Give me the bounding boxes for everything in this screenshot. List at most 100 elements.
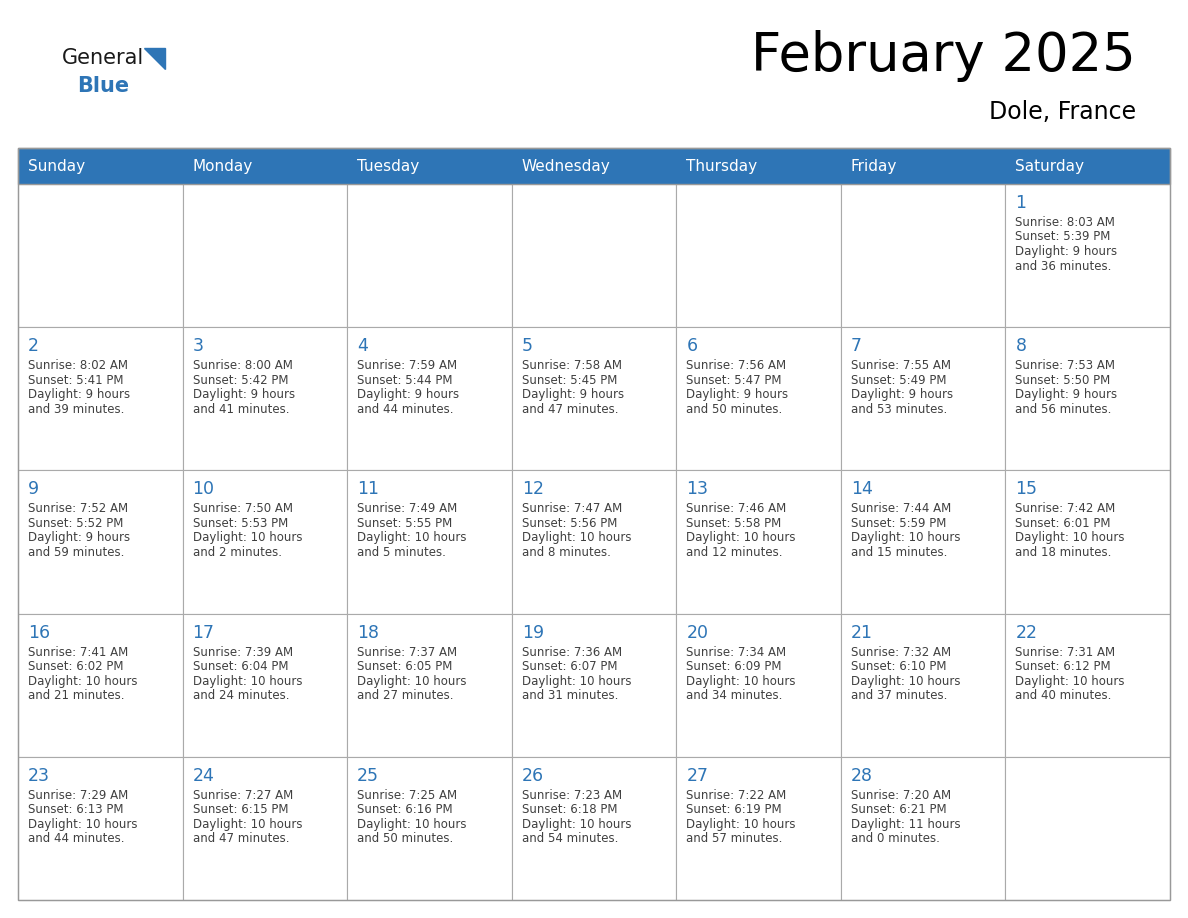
Text: and 40 minutes.: and 40 minutes. (1016, 689, 1112, 702)
Text: Daylight: 10 hours: Daylight: 10 hours (522, 818, 631, 831)
Text: Sunset: 5:44 PM: Sunset: 5:44 PM (358, 374, 453, 386)
Text: 1: 1 (1016, 194, 1026, 212)
Text: Sunset: 5:58 PM: Sunset: 5:58 PM (687, 517, 782, 530)
Bar (347, 470, 512, 613)
Bar (183, 613, 347, 756)
Text: Sunset: 6:15 PM: Sunset: 6:15 PM (192, 803, 287, 816)
Text: 26: 26 (522, 767, 544, 785)
Text: 17: 17 (192, 623, 215, 642)
Text: Sunrise: 8:03 AM: Sunrise: 8:03 AM (1016, 216, 1116, 229)
Text: 14: 14 (851, 480, 873, 498)
Bar (676, 184, 841, 327)
Text: 23: 23 (29, 767, 50, 785)
Text: and 53 minutes.: and 53 minutes. (851, 403, 947, 416)
Text: Sunrise: 7:56 AM: Sunrise: 7:56 AM (687, 359, 786, 372)
Bar (841, 613, 1005, 756)
Bar (18, 613, 183, 756)
Bar (1005, 327, 1170, 470)
Text: Sunrise: 7:55 AM: Sunrise: 7:55 AM (851, 359, 950, 372)
Text: Sunset: 5:50 PM: Sunset: 5:50 PM (1016, 374, 1111, 386)
Text: 22: 22 (1016, 623, 1037, 642)
Text: 19: 19 (522, 623, 544, 642)
Text: Sunrise: 7:27 AM: Sunrise: 7:27 AM (192, 789, 292, 801)
Text: 20: 20 (687, 623, 708, 642)
Text: Sunset: 5:59 PM: Sunset: 5:59 PM (851, 517, 946, 530)
Text: 6: 6 (687, 337, 697, 355)
Text: 5: 5 (522, 337, 532, 355)
Bar (841, 327, 1005, 470)
Text: Sunrise: 7:20 AM: Sunrise: 7:20 AM (851, 789, 950, 801)
Text: Sunset: 6:10 PM: Sunset: 6:10 PM (851, 660, 947, 673)
Text: Sunset: 6:19 PM: Sunset: 6:19 PM (687, 803, 782, 816)
Text: Sunset: 6:01 PM: Sunset: 6:01 PM (1016, 517, 1111, 530)
Text: 10: 10 (192, 480, 215, 498)
Text: Sunrise: 7:59 AM: Sunrise: 7:59 AM (358, 359, 457, 372)
Text: Sunrise: 7:32 AM: Sunrise: 7:32 AM (851, 645, 950, 658)
Text: 8: 8 (1016, 337, 1026, 355)
Text: February 2025: February 2025 (751, 30, 1136, 82)
Text: Sunset: 6:05 PM: Sunset: 6:05 PM (358, 660, 453, 673)
Bar (183, 470, 347, 613)
Text: Sunrise: 7:39 AM: Sunrise: 7:39 AM (192, 645, 292, 658)
Text: and 8 minutes.: and 8 minutes. (522, 546, 611, 559)
Text: Daylight: 10 hours: Daylight: 10 hours (522, 532, 631, 544)
Text: Daylight: 10 hours: Daylight: 10 hours (358, 818, 467, 831)
Text: Sunrise: 7:58 AM: Sunrise: 7:58 AM (522, 359, 621, 372)
Text: Sunset: 6:07 PM: Sunset: 6:07 PM (522, 660, 618, 673)
Text: 12: 12 (522, 480, 544, 498)
Bar (347, 184, 512, 327)
Bar (841, 148, 1005, 184)
Text: Sunrise: 7:42 AM: Sunrise: 7:42 AM (1016, 502, 1116, 515)
Text: and 12 minutes.: and 12 minutes. (687, 546, 783, 559)
Text: and 57 minutes.: and 57 minutes. (687, 833, 783, 845)
Bar (18, 327, 183, 470)
Text: Sunrise: 7:53 AM: Sunrise: 7:53 AM (1016, 359, 1116, 372)
Text: Sunrise: 7:50 AM: Sunrise: 7:50 AM (192, 502, 292, 515)
Bar (676, 613, 841, 756)
Text: Sunrise: 7:29 AM: Sunrise: 7:29 AM (29, 789, 128, 801)
Text: Sunrise: 7:49 AM: Sunrise: 7:49 AM (358, 502, 457, 515)
Bar (18, 148, 183, 184)
Text: Sunrise: 7:47 AM: Sunrise: 7:47 AM (522, 502, 623, 515)
Text: Saturday: Saturday (1016, 159, 1085, 174)
Text: Sunrise: 7:25 AM: Sunrise: 7:25 AM (358, 789, 457, 801)
Text: Daylight: 10 hours: Daylight: 10 hours (192, 675, 302, 688)
Bar (1005, 613, 1170, 756)
Text: Dole, France: Dole, France (988, 100, 1136, 124)
Text: Sunrise: 7:36 AM: Sunrise: 7:36 AM (522, 645, 621, 658)
Text: 21: 21 (851, 623, 873, 642)
Bar (512, 148, 676, 184)
Text: 11: 11 (358, 480, 379, 498)
Bar (1005, 756, 1170, 900)
Text: Blue: Blue (77, 76, 129, 96)
Text: and 27 minutes.: and 27 minutes. (358, 689, 454, 702)
Bar (512, 470, 676, 613)
Bar (18, 148, 1170, 900)
Text: Daylight: 10 hours: Daylight: 10 hours (1016, 532, 1125, 544)
Text: and 56 minutes.: and 56 minutes. (1016, 403, 1112, 416)
Text: Sunrise: 7:23 AM: Sunrise: 7:23 AM (522, 789, 621, 801)
Text: Daylight: 9 hours: Daylight: 9 hours (1016, 388, 1118, 401)
Text: and 24 minutes.: and 24 minutes. (192, 689, 289, 702)
Text: and 47 minutes.: and 47 minutes. (192, 833, 289, 845)
Text: Sunset: 6:04 PM: Sunset: 6:04 PM (192, 660, 287, 673)
Text: Sunset: 5:45 PM: Sunset: 5:45 PM (522, 374, 617, 386)
Bar (183, 148, 347, 184)
Text: and 44 minutes.: and 44 minutes. (29, 833, 125, 845)
Text: and 15 minutes.: and 15 minutes. (851, 546, 947, 559)
Text: Daylight: 10 hours: Daylight: 10 hours (192, 532, 302, 544)
Text: General: General (62, 48, 144, 68)
Text: 25: 25 (358, 767, 379, 785)
Text: Sunset: 6:02 PM: Sunset: 6:02 PM (29, 660, 124, 673)
Text: Daylight: 10 hours: Daylight: 10 hours (687, 818, 796, 831)
Text: 15: 15 (1016, 480, 1037, 498)
Text: and 2 minutes.: and 2 minutes. (192, 546, 282, 559)
Text: Sunset: 5:53 PM: Sunset: 5:53 PM (192, 517, 287, 530)
Text: 13: 13 (687, 480, 708, 498)
Text: Daylight: 10 hours: Daylight: 10 hours (358, 675, 467, 688)
Text: Daylight: 9 hours: Daylight: 9 hours (29, 388, 131, 401)
Text: Daylight: 10 hours: Daylight: 10 hours (29, 675, 138, 688)
Text: and 18 minutes.: and 18 minutes. (1016, 546, 1112, 559)
Text: Tuesday: Tuesday (358, 159, 419, 174)
Text: Daylight: 9 hours: Daylight: 9 hours (192, 388, 295, 401)
